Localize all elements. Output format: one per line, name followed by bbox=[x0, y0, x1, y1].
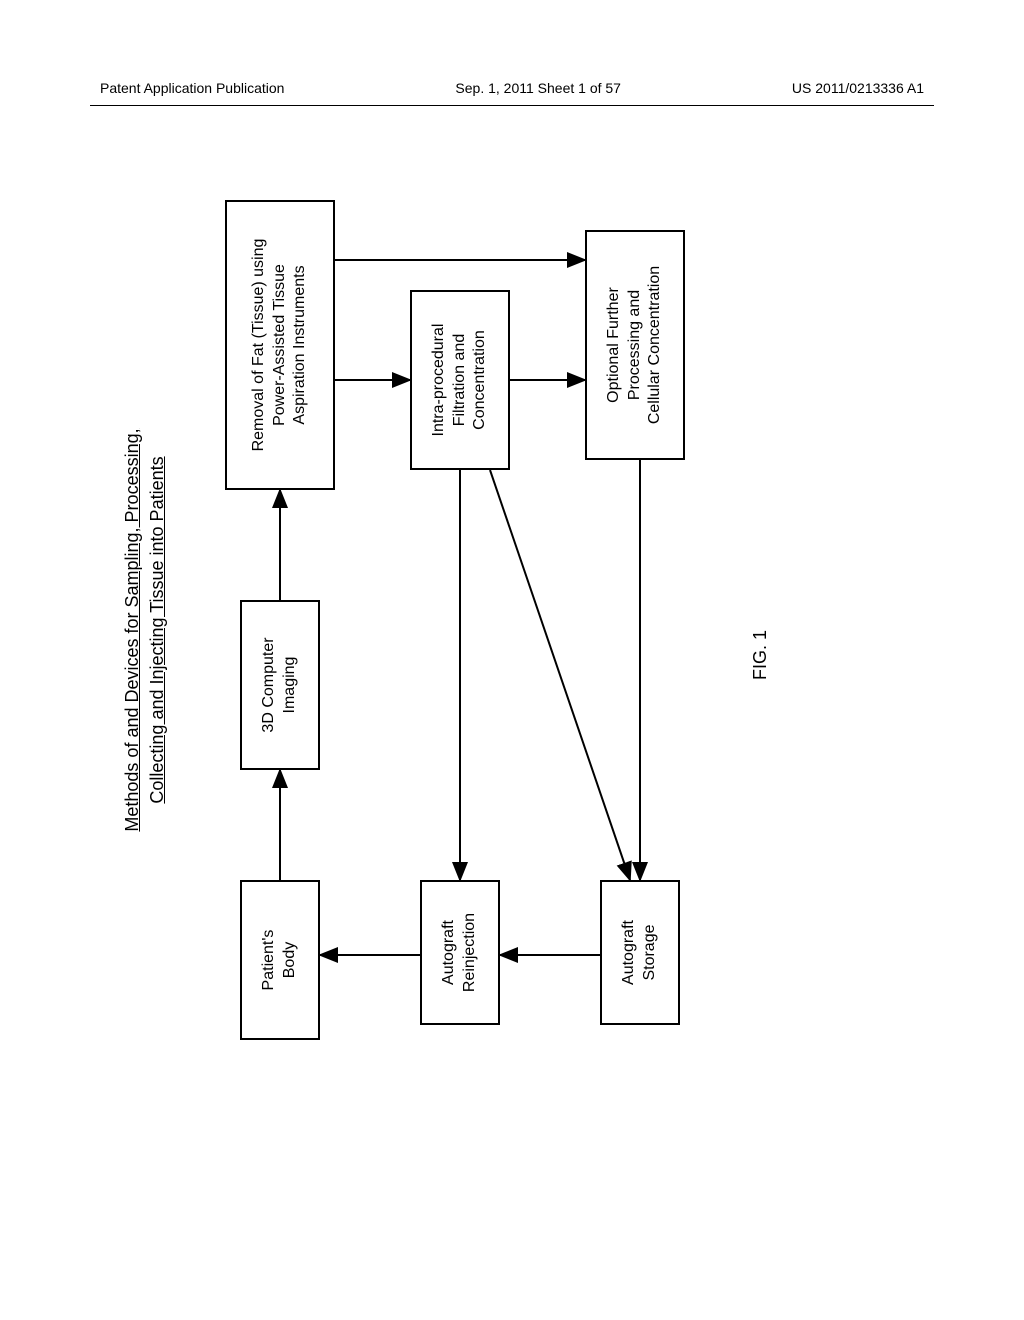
flow-box-patients-body: Patient'sBody bbox=[240, 880, 320, 1040]
figure-label: FIG. 1 bbox=[750, 630, 771, 680]
patent-header: Patent Application Publication Sep. 1, 2… bbox=[0, 80, 1024, 96]
flow-box-imaging-3d: 3D ComputerImaging bbox=[240, 600, 320, 770]
diagram-title-line1: Methods of and Devices for Sampling, Pro… bbox=[122, 428, 142, 831]
flow-box-storage: AutograftStorage bbox=[600, 880, 680, 1025]
header-divider bbox=[90, 105, 934, 106]
diagram-title: Methods of and Devices for Sampling, Pro… bbox=[120, 428, 170, 831]
flow-box-optional: Optional FurtherProcessing andCellular C… bbox=[585, 230, 685, 460]
flow-box-removal: Removal of Fat (Tissue) usingPower-Assis… bbox=[225, 200, 335, 490]
flow-box-filtration: Intra-proceduralFiltration andConcentrat… bbox=[410, 290, 510, 470]
header-center: Sep. 1, 2011 Sheet 1 of 57 bbox=[455, 80, 621, 96]
header-left: Patent Application Publication bbox=[100, 80, 284, 96]
rotated-flowchart: Methods of and Devices for Sampling, Pro… bbox=[110, 180, 910, 1080]
diagram-area: Methods of and Devices for Sampling, Pro… bbox=[110, 180, 910, 1080]
flow-box-reinjection: AutograftReinjection bbox=[420, 880, 500, 1025]
header-right: US 2011/0213336 A1 bbox=[792, 80, 924, 96]
diagram-title-line2: Collecting and Injecting Tissue into Pat… bbox=[147, 456, 167, 803]
